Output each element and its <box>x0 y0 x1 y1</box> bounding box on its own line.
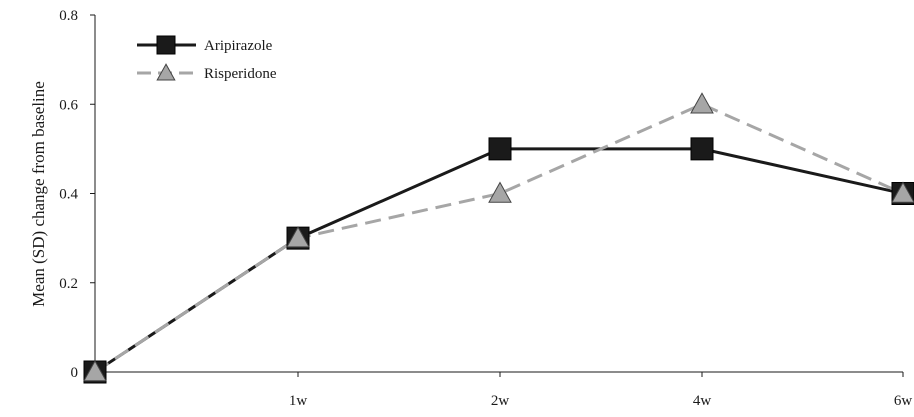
series-layer <box>83 92 914 384</box>
legend-label: Aripirazole <box>204 38 273 54</box>
data-point-triangle <box>286 226 310 248</box>
y-tick-label: 0 <box>71 365 79 381</box>
data-point-triangle <box>156 63 176 81</box>
y-tick-label: 0.2 <box>59 276 78 292</box>
data-point-triangle <box>83 359 107 382</box>
series-line-risperidone <box>94 102 904 374</box>
legend-label: Risperidone <box>204 66 277 82</box>
data-point-square <box>690 137 714 161</box>
x-tick-label: 2w <box>491 393 510 409</box>
data-point-triangle <box>891 181 914 203</box>
y-tick-label: 0.6 <box>59 97 78 113</box>
data-point-square <box>156 35 176 55</box>
data-point-square <box>488 137 512 161</box>
data-point-triangle <box>488 181 512 203</box>
series-line-aripirazole <box>94 147 904 374</box>
axes: 0 0.2 0.4 0.6 0.8 1w 2w 4w 6w <box>59 8 912 409</box>
x-tick-label: 1w <box>289 393 308 409</box>
x-tick-label: 6w <box>894 393 913 409</box>
y-tick-label: 0.4 <box>59 187 78 203</box>
y-axis-title: Mean (SD) change from baseline <box>29 81 48 307</box>
data-point-triangle <box>690 92 714 114</box>
y-tick-label: 0.8 <box>59 8 78 24</box>
legend: Aripirazole Risperidone <box>137 35 277 82</box>
x-tick-label: 4w <box>693 393 712 409</box>
